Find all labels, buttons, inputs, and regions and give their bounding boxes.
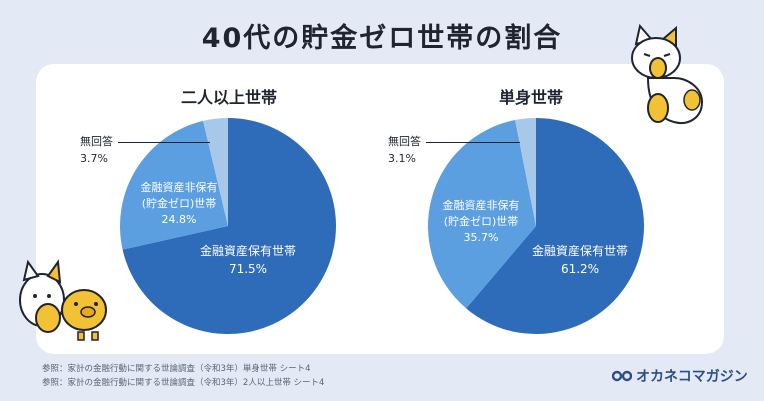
chart-title-two-person: 二人以上世帯 (180, 88, 277, 107)
nonowner-value: 35.7% (463, 231, 499, 244)
noanswer-text: 無回答 (80, 135, 113, 148)
cat-with-piggy-bank-illustration (19, 259, 107, 341)
source-line-2: 参照：家計の金融行動に関する世論調査（令和3年）2人以上世帯 シート4 (42, 378, 325, 388)
pie-slice-owner (122, 118, 337, 334)
pie-chart-two-person (120, 118, 337, 334)
pie-slice-owner (466, 118, 644, 334)
noanswer-label-single: 無回答 3.1% (388, 133, 421, 167)
nonowner-value: 24.8% (161, 213, 197, 226)
noanswer-value: 3.1% (388, 152, 416, 165)
nonowner-label-single: 金融資産非保有 (貯金ゼロ)世帯 35.7% (426, 198, 536, 246)
owner-label-two-person: 金融資産保有世帯 71.5% (190, 242, 306, 278)
brand-name: オカネコマガジン (636, 369, 748, 385)
chart-title-single: 単身世帯 (498, 88, 563, 107)
pie-slice-nonowner (428, 120, 536, 309)
nonowner-text-line2: (貯金ゼロ)世帯 (141, 197, 217, 210)
owner-label-single: 金融資産保有世帯 61.2% (522, 242, 638, 278)
nonowner-text-line1: 金融資産非保有 (140, 181, 218, 194)
owner-text: 金融資産保有世帯 (531, 244, 628, 258)
worried-cat-illustration (631, 23, 704, 124)
nonowner-text-line1: 金融資産非保有 (442, 199, 520, 212)
noanswer-text: 無回答 (388, 135, 421, 148)
nonowner-text-line2: (貯金ゼロ)世帯 (443, 215, 519, 228)
glasses-icon (612, 370, 632, 382)
brand-logo[interactable]: オカネコマガジン (612, 366, 748, 386)
noanswer-value: 3.7% (80, 152, 108, 165)
nonowner-label-two-person: 金融資産非保有 (貯金ゼロ)世帯 24.8% (124, 180, 234, 228)
source-notes: 参照：家計の金融行動に関する世論調査（令和3年）単身世帯 シート4 参照：家計の… (42, 362, 324, 390)
pie-chart-single (428, 118, 644, 334)
owner-text: 金融資産保有世帯 (199, 244, 296, 258)
noanswer-leader-line (118, 142, 210, 143)
pie-slice-noanswer (203, 118, 228, 226)
pie-slice-noanswer (515, 118, 536, 226)
source-line-1: 参照：家計の金融行動に関する世論調査（令和3年）単身世帯 シート4 (42, 364, 311, 374)
owner-value: 71.5% (228, 262, 268, 276)
pie-slice-nonowner (120, 120, 228, 250)
page-title: 40代の貯金ゼロ世帯の割合 (201, 23, 563, 54)
noanswer-label-two-person: 無回答 3.7% (80, 133, 113, 167)
owner-value: 61.2% (560, 262, 600, 276)
noanswer-leader-line (426, 142, 520, 143)
